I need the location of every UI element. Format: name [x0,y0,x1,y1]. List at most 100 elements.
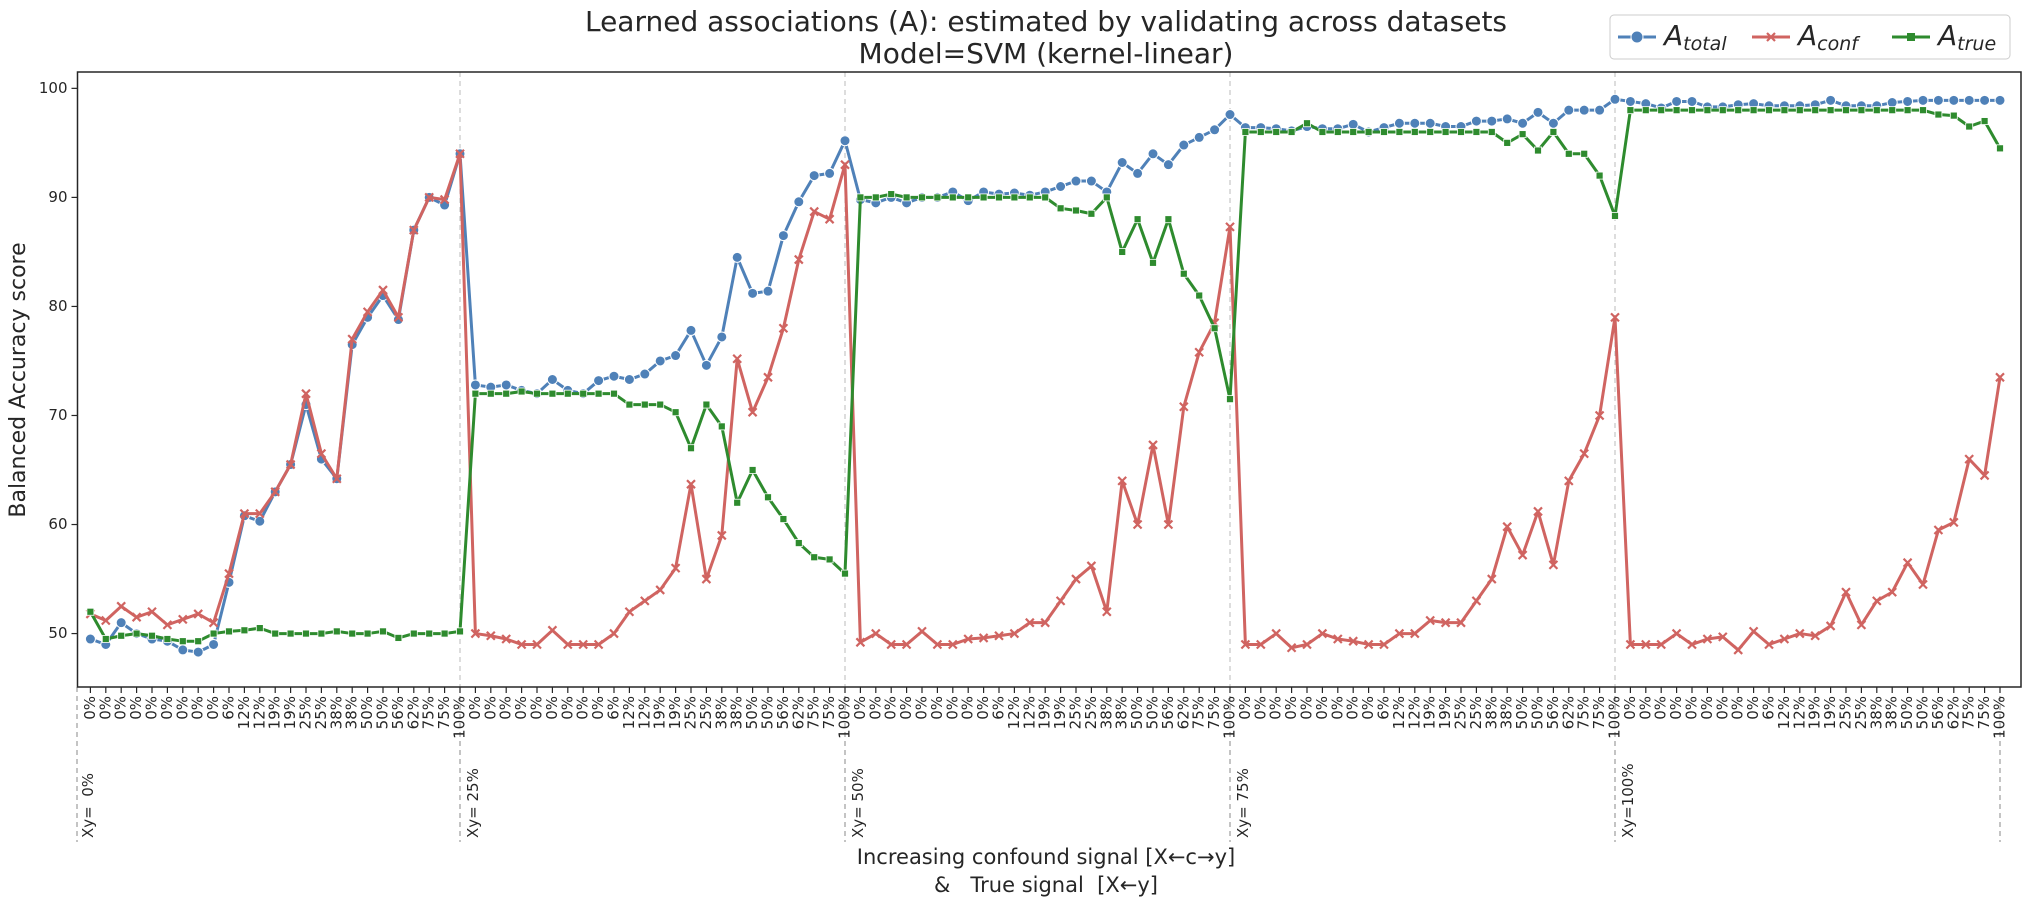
marker [841,569,849,578]
marker [1162,159,1174,171]
x-tick-label: 0% [974,696,992,720]
marker [794,539,803,547]
marker [732,354,742,364]
marker [1503,138,1512,147]
marker [808,170,820,182]
marker [1578,104,1590,116]
marker [178,614,188,625]
marker [685,324,697,336]
y-tick-label: 90 [48,188,67,206]
x-tick-label: 0% [943,696,961,720]
marker [502,389,511,398]
marker [932,639,943,650]
x-tick-label: 0% [959,696,977,720]
marker [1347,118,1359,130]
marker [1149,258,1157,267]
marker [116,601,126,612]
marker [625,400,634,409]
x-tick-label: 0% [1282,696,1300,720]
marker [332,627,341,636]
x-tick-label: 25% [1467,696,1485,729]
marker [1609,93,1621,105]
marker [1933,525,1944,535]
marker [1256,639,1266,650]
marker [979,193,988,202]
marker [1317,628,1328,639]
x-tick-label: 100% [1221,696,1239,739]
marker [393,312,404,323]
legend-box [1609,14,2011,60]
legend-label: Atotal [1662,19,1727,55]
marker [1657,106,1666,115]
marker [1825,621,1836,631]
marker [1226,395,1234,404]
marker [517,387,526,396]
x-tick-label: 0% [1359,696,1377,720]
marker [623,374,635,385]
marker [701,574,712,584]
y-tick-label: 100 [39,79,68,97]
marker [347,334,357,344]
marker [855,637,866,648]
marker [1886,97,1898,109]
x-tick-label: 0% [143,696,161,720]
marker [702,400,711,409]
marker [1118,248,1127,256]
marker [1934,110,1943,119]
marker [1564,476,1574,486]
x-tick-label: 0% [882,696,900,720]
marker [362,307,373,317]
marker [994,630,1004,641]
marker [1010,193,1019,202]
marker [1932,94,1944,106]
marker [1872,596,1882,606]
marker [1842,106,1850,115]
x-tick-label: 19% [1051,696,1069,729]
x-tick-label: 0% [1313,696,1331,720]
x-tick-label: 62% [1174,696,1192,729]
x-tick-label: 12% [635,696,653,729]
marker [409,629,418,638]
marker [1472,128,1481,136]
marker [1533,506,1543,517]
marker [317,629,326,638]
marker [902,193,911,202]
marker [1765,106,1773,115]
marker [1502,521,1512,532]
marker [964,193,973,202]
marker [640,400,649,409]
marker [1471,596,1482,606]
marker [1287,128,1296,136]
marker [1564,149,1573,158]
marker [1671,95,1683,107]
plot-frame [76,71,2022,688]
marker [1548,560,1559,570]
marker [593,639,604,650]
marker [655,585,665,595]
marker [1963,94,1975,106]
marker [764,493,772,502]
marker [1179,401,1189,412]
x-tick-label: 0% [1683,696,1701,720]
marker [1426,128,1435,136]
marker [533,389,541,398]
x-tick-label: 75% [1190,696,1208,729]
series-line [89,97,2000,654]
marker [1241,128,1250,136]
marker [1410,628,1420,639]
marker [208,638,220,650]
legend-label-main: A [1662,19,1683,52]
marker [856,193,865,202]
marker [1102,606,1112,617]
marker [486,389,495,398]
marker [933,193,942,202]
x-tick-label: 0% [543,696,561,720]
x-tick-label: 0% [127,696,145,720]
marker [1086,561,1097,571]
marker [270,487,280,497]
x-tick-label: 6% [1375,696,1393,720]
x-tick-label: 0% [512,696,530,720]
legend-label: Atrue [1936,19,1996,55]
marker [286,629,295,638]
marker [717,530,727,541]
